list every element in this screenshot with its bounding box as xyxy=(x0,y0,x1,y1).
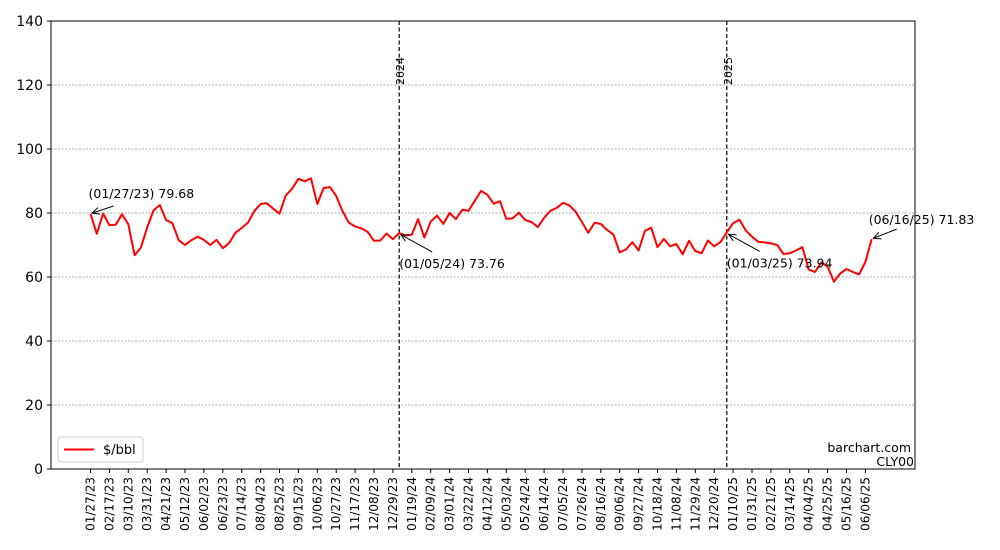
x-tick-label: 09/06/24 xyxy=(613,477,627,531)
x-tick-label: 08/25/23 xyxy=(273,477,287,531)
annotation-arrow xyxy=(401,235,433,253)
x-tick-label: 03/10/23 xyxy=(121,477,135,531)
annotation-arrow xyxy=(729,234,761,252)
x-tick-label: 08/04/23 xyxy=(254,477,268,531)
annotation-label: (01/27/23) 79.68 xyxy=(89,186,195,201)
x-tick-label: 11/08/24 xyxy=(669,477,683,531)
x-tick-label: 06/06/25 xyxy=(858,477,872,531)
x-tick-label: 06/23/23 xyxy=(216,477,230,531)
price-line xyxy=(89,177,873,283)
watermark: barchart.com CLY00 xyxy=(827,440,914,469)
x-tick-label: 03/14/25 xyxy=(783,477,797,531)
x-tick-label: 01/19/24 xyxy=(405,477,419,531)
x-tick-label: 10/06/23 xyxy=(310,477,324,531)
x-tick-label: 10/18/24 xyxy=(651,477,665,531)
annotation-arrow xyxy=(93,205,114,213)
year-divider-label: 2025 xyxy=(722,57,735,85)
price-series xyxy=(89,177,873,283)
legend-label: $/bbl xyxy=(103,443,136,458)
y-axis-ticks: 0 20 40 60 80 100 120 140 xyxy=(16,14,51,478)
x-tick-label: 12/29/23 xyxy=(386,477,400,531)
y-tick-label: 0 xyxy=(34,462,43,478)
annotation-label: (01/05/24) 73.76 xyxy=(399,256,505,271)
x-tick-label: 11/29/24 xyxy=(688,477,702,531)
annotation-label: (01/03/25) 73.94 xyxy=(727,255,833,270)
x-tick-label: 03/01/24 xyxy=(443,477,457,531)
grid-lines xyxy=(51,84,915,406)
legend-box xyxy=(57,436,144,463)
y-tick-label: 20 xyxy=(25,398,43,414)
chart-legend: $/bbl xyxy=(57,436,144,463)
watermark-source: barchart.com xyxy=(827,440,911,455)
x-tick-label: 04/25/25 xyxy=(821,477,835,531)
year-divider-lines: 2024 2025 xyxy=(394,21,735,469)
plot-frame xyxy=(50,20,916,470)
point-annotations: (01/27/23) 79.68 (01/05/24) 73.76 (01/03/2… xyxy=(89,186,975,271)
x-axis-ticks: 01/27/23 02/17/23 03/10/23 03/31/23 04/21/23… xyxy=(84,469,872,531)
annotation-arrow xyxy=(874,228,897,238)
y-tick-label: 120 xyxy=(16,78,43,94)
x-tick-label: 07/05/24 xyxy=(556,477,570,531)
x-tick-label: 04/12/24 xyxy=(480,477,494,531)
x-tick-label: 06/02/23 xyxy=(197,477,211,531)
x-tick-label: 05/24/24 xyxy=(518,477,532,531)
x-tick-label: 04/21/23 xyxy=(159,477,173,531)
x-tick-label: 05/03/24 xyxy=(499,477,513,531)
annotation-label: (06/16/25) 71.83 xyxy=(869,212,975,227)
x-tick-label: 02/17/23 xyxy=(102,477,116,531)
x-tick-label: 09/15/23 xyxy=(291,477,305,531)
y-tick-label: 140 xyxy=(16,14,43,30)
x-tick-label: 02/09/24 xyxy=(424,477,438,531)
y-tick-label: 100 xyxy=(16,142,43,158)
x-tick-label: 12/20/24 xyxy=(707,477,721,531)
x-tick-label: 01/31/25 xyxy=(745,477,759,531)
y-tick-label: 60 xyxy=(25,270,43,286)
x-tick-label: 03/31/23 xyxy=(140,477,154,531)
x-tick-label: 05/16/25 xyxy=(840,477,854,531)
x-tick-label: 09/27/24 xyxy=(632,477,646,531)
x-tick-label: 08/16/24 xyxy=(594,477,608,531)
x-tick-label: 02/21/25 xyxy=(764,477,778,531)
y-tick-label: 40 xyxy=(25,334,43,350)
x-tick-label: 03/22/24 xyxy=(462,477,476,531)
x-tick-label: 10/27/23 xyxy=(329,477,343,531)
y-tick-label: 80 xyxy=(25,206,43,222)
x-tick-label: 11/17/23 xyxy=(348,477,362,531)
x-tick-label: 05/12/23 xyxy=(178,477,192,531)
x-tick-label: 07/14/23 xyxy=(235,477,249,531)
watermark-symbol: CLY00 xyxy=(876,454,914,469)
x-tick-label: 07/26/24 xyxy=(575,477,589,531)
x-tick-label: 01/27/23 xyxy=(84,477,98,531)
x-tick-label: 12/08/23 xyxy=(367,477,381,531)
x-tick-label: 01/10/25 xyxy=(726,477,740,531)
x-tick-label: 04/04/25 xyxy=(802,477,816,531)
year-divider-label: 2024 xyxy=(394,57,407,85)
x-tick-label: 06/14/24 xyxy=(537,477,551,531)
